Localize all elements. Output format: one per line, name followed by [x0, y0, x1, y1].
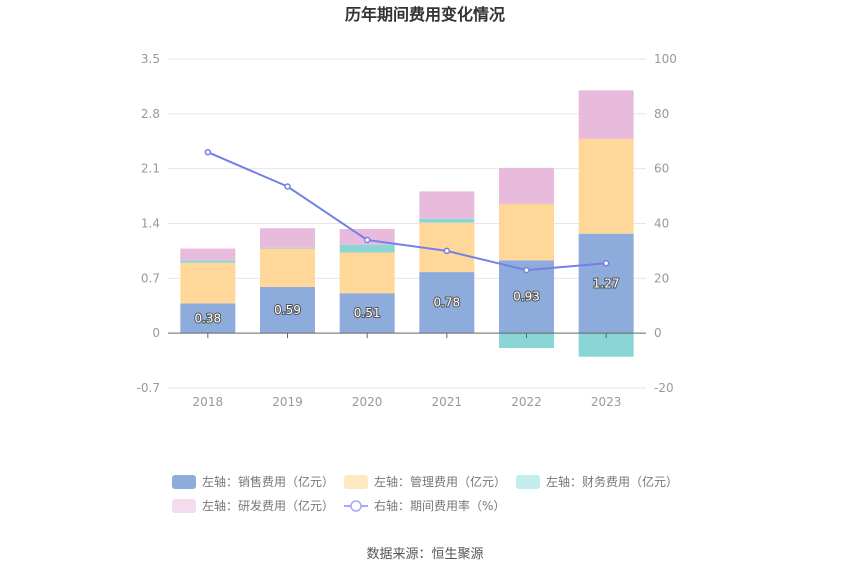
legend-item[interactable]: 左轴：管理费用（亿元） — [344, 474, 506, 489]
data-source: 数据来源：恒生聚源 — [366, 547, 483, 562]
bar-segment — [419, 272, 475, 334]
bar-value-label: 0.59 — [274, 303, 301, 317]
bar-segment — [578, 90, 634, 139]
bar-segment — [180, 260, 236, 263]
x-tick-label: 2021 — [432, 395, 463, 409]
y-left-tick-label: 1.4 — [141, 217, 160, 231]
y-right-tick-label: 20 — [654, 271, 669, 285]
bars — [180, 90, 634, 357]
bar-segment — [260, 286, 315, 334]
y-left-tick-label: 3.5 — [141, 52, 160, 66]
line-point — [443, 247, 451, 255]
line-point — [523, 266, 530, 274]
line-point — [602, 260, 610, 267]
bar-value-label: 0.93 — [513, 290, 540, 304]
x-axis: 2018 2019 2020 2021 2022 2023 — [168, 332, 646, 409]
bar-segment — [180, 262, 236, 304]
chart-title: 历年期间费用变化情况 — [345, 5, 505, 24]
bar-segment — [339, 252, 395, 294]
legend-marker — [350, 500, 362, 512]
line-point — [284, 183, 291, 190]
legend-item[interactable]: 左轴：财务费用（亿元） — [516, 474, 678, 489]
y-left-tick-label: -0.7 — [137, 381, 160, 395]
bar-segment — [419, 191, 475, 219]
bar-segment — [180, 303, 236, 334]
bar-segment — [499, 333, 554, 349]
legend-label: 左轴：销售费用（亿元） — [202, 474, 334, 489]
legend-label: 左轴：管理费用（亿元） — [374, 474, 506, 489]
legend-label: 左轴：财务费用（亿元） — [546, 474, 678, 489]
y-right-tick-label: 40 — [654, 217, 669, 231]
bar-segment — [260, 248, 315, 287]
bar-value-label: 1.27 — [593, 276, 620, 290]
bar-segment — [260, 247, 315, 249]
bar-segment — [499, 203, 554, 261]
y-axis-right: 100 80 60 40 20 0 -20 — [654, 52, 677, 395]
legend-swatch — [172, 499, 196, 513]
legend-swatch — [516, 475, 540, 489]
bar-labels: 0.38 0.59 0.51 0.78 0.93 1.27 — [193, 275, 620, 326]
legend-swatch — [344, 475, 368, 489]
bar-segment — [499, 167, 554, 204]
bar-segment — [419, 218, 475, 223]
legend-item[interactable]: 左轴：销售费用（亿元） — [172, 474, 334, 489]
y-left-tick-label: 2.8 — [141, 107, 160, 121]
bar-segment — [339, 293, 395, 334]
rate-line — [204, 148, 610, 274]
x-tick-label: 2020 — [352, 395, 383, 409]
legend-label: 左轴：研发费用（亿元） — [202, 498, 334, 513]
line-path — [207, 151, 607, 272]
bar-segment — [180, 248, 236, 261]
grid — [168, 58, 646, 389]
bar-segment — [578, 333, 634, 357]
bar-segment — [578, 138, 634, 234]
y-right-tick-label: 100 — [654, 52, 677, 66]
x-tick-label: 2023 — [591, 395, 622, 409]
y-axis-left: 3.5 2.8 2.1 1.4 0.7 0 -0.7 — [137, 52, 160, 395]
legend: 左轴：销售费用（亿元） 左轴：管理费用（亿元） 左轴：财务费用（亿元） 左轴：研发费用… — [172, 474, 678, 513]
legend-item[interactable]: 左轴：研发费用（亿元） — [172, 498, 334, 513]
line-point — [363, 236, 371, 244]
bar-segment — [339, 244, 395, 253]
legend-item[interactable]: 右轴：期间费用率（%） — [344, 498, 505, 513]
legend-swatch — [172, 475, 196, 489]
x-tick-label: 2018 — [193, 395, 224, 409]
bar-value-label: 0.51 — [354, 306, 381, 320]
line-point — [204, 148, 212, 156]
y-left-tick-label: 0 — [152, 326, 160, 340]
y-right-tick-label: 60 — [654, 162, 669, 176]
bar-value-label: 0.78 — [433, 296, 460, 310]
y-left-tick-label: 2.1 — [141, 162, 160, 176]
y-right-tick-label: 80 — [654, 107, 669, 121]
bar-segment — [260, 228, 315, 248]
x-tick-label: 2019 — [272, 395, 303, 409]
bar-value-label: 0.38 — [194, 311, 221, 325]
y-left-tick-label: 0.7 — [141, 271, 160, 285]
x-tick-label: 2022 — [511, 395, 542, 409]
legend-label: 右轴：期间费用率（%） — [374, 498, 505, 513]
bar-segment — [578, 233, 634, 334]
y-right-tick-label: 0 — [654, 326, 662, 340]
y-right-tick-label: -20 — [654, 381, 674, 395]
